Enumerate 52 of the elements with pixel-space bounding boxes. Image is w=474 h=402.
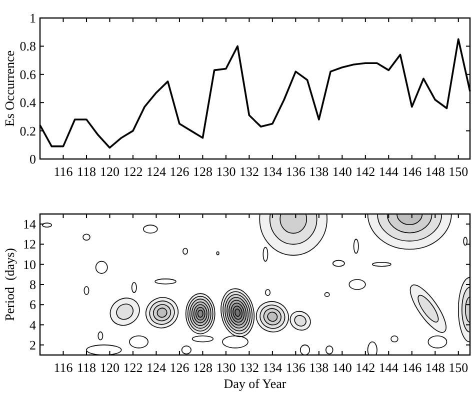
x-tick-label: 150 — [448, 164, 468, 179]
y-tick-label: 0.6 — [20, 66, 36, 82]
x-tick-label: 118 — [76, 164, 96, 179]
y-tick-label: 4 — [30, 317, 36, 332]
x-tick-label: 140 — [332, 360, 352, 375]
x-tick-label: 134 — [262, 360, 283, 375]
x-tick-label: 118 — [76, 360, 96, 375]
x-tick-label: 126 — [170, 360, 190, 375]
x-tick-label: 150 — [448, 360, 468, 375]
x-tick-label: 122 — [123, 360, 143, 375]
y-axis-title: Period (days) — [2, 248, 17, 321]
y-tick-label: 8 — [30, 277, 36, 292]
x-tick-label: 144 — [378, 360, 399, 375]
x-tick-label: 132 — [239, 360, 259, 375]
x-tick-label: 122 — [123, 164, 143, 179]
y-tick-label: 2 — [30, 337, 36, 352]
y-axis-title: Es Occurrence — [2, 50, 17, 127]
x-axis-title: Day of Year — [224, 376, 287, 391]
x-tick-label: 142 — [356, 360, 376, 375]
x-tick-label: 134 — [262, 164, 283, 179]
y-tick-label: 6 — [30, 297, 36, 312]
x-tick-label: 124 — [146, 360, 166, 375]
x-tick-label: 136 — [286, 360, 306, 375]
x-tick-label: 120 — [100, 360, 120, 375]
x-tick-label: 138 — [309, 360, 329, 375]
x-tick-label: 148 — [425, 360, 445, 375]
y-tick-label: 0.4 — [20, 95, 36, 110]
y-tick-label: 0 — [30, 152, 36, 166]
x-tick-label: 142 — [356, 164, 376, 179]
x-tick-label: 148 — [425, 164, 445, 179]
x-tick-label: 136 — [286, 164, 306, 179]
x-tick-label: 116 — [54, 164, 74, 179]
x-tick-label: 140 — [332, 164, 352, 179]
x-tick-label: 120 — [100, 164, 120, 179]
x-tick-label: 130 — [216, 164, 236, 179]
x-tick-label: 144 — [378, 164, 399, 179]
x-tick-label: 146 — [402, 164, 422, 179]
x-tick-label: 128 — [192, 164, 212, 179]
y-tick-label: 0.8 — [20, 38, 36, 54]
y-tick-label: 1 — [30, 10, 36, 26]
y-tick-label: 12 — [23, 236, 36, 252]
x-tick-label: 138 — [309, 164, 329, 179]
x-tick-label: 126 — [170, 164, 190, 179]
y-tick-label: 0.2 — [20, 123, 36, 138]
x-tick-label: 146 — [402, 360, 422, 375]
x-tick-label: 116 — [54, 360, 74, 375]
x-tick-label: 132 — [239, 164, 259, 179]
x-tick-label: 130 — [216, 360, 236, 375]
x-tick-label: 128 — [192, 360, 212, 375]
y-tick-label: 10 — [23, 256, 36, 272]
y-tick-label: 14 — [23, 216, 36, 232]
x-tick-label: 124 — [146, 164, 166, 179]
